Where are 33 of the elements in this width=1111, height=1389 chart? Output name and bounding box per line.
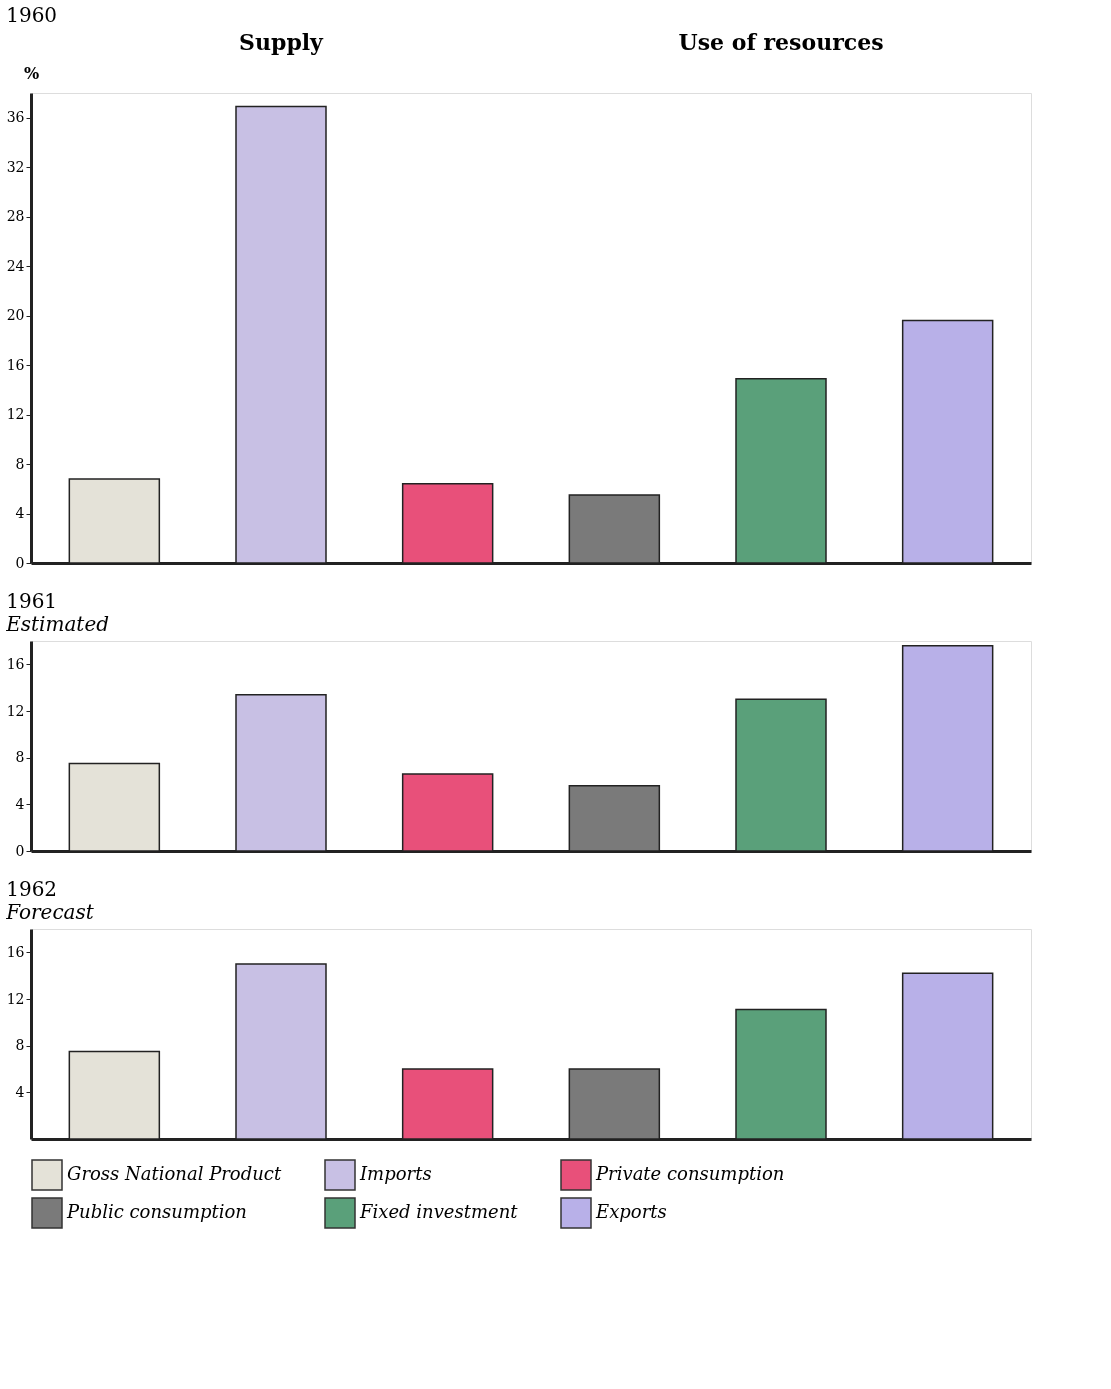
- legend-label: Private consumption: [595, 1163, 785, 1184]
- y-tick-label: 8: [15, 1037, 25, 1054]
- y-tick-label: 16: [6, 943, 25, 960]
- y-tick-label: 4: [15, 1083, 25, 1100]
- chart-title: 1961: [6, 589, 58, 613]
- text: Use of resources: [678, 29, 884, 55]
- chart-subtitle: Forecast: [5, 900, 95, 924]
- y-tick-label: 12: [6, 990, 25, 1007]
- y-tick-label: 12: [6, 702, 25, 719]
- y-tick-label: 20: [6, 307, 25, 324]
- y-tick-label: 8: [15, 455, 25, 472]
- y-tick-label: 8: [15, 749, 25, 766]
- chart-title: 1960: [6, 3, 58, 27]
- y-tick-label: 28: [6, 208, 25, 225]
- y-tick-label: 0: [15, 842, 25, 859]
- y-axis-title: %: [23, 63, 40, 83]
- legend-label: Gross National Product: [67, 1163, 282, 1184]
- legend-label: Imports: [359, 1163, 432, 1184]
- y-tick-label: 36: [6, 109, 25, 126]
- y-tick-label: 32: [6, 158, 25, 175]
- y-tick-label: 16: [6, 655, 25, 672]
- y-tick-label: 4: [15, 795, 25, 812]
- text: Supply: [239, 29, 325, 55]
- legend-label: Exports: [595, 1201, 667, 1222]
- y-tick-label: 4: [15, 505, 25, 522]
- legend-label: Public consumption: [66, 1201, 247, 1222]
- y-tick-label: 24: [6, 257, 25, 274]
- legend-label: Fixed investment: [359, 1201, 519, 1222]
- chart-title: 1962: [6, 877, 58, 901]
- chart-subtitle: Estimated: [5, 612, 110, 636]
- y-tick-label: 12: [6, 406, 25, 423]
- y-tick-label: 0: [15, 554, 25, 571]
- y-tick-label: 16: [6, 356, 25, 373]
